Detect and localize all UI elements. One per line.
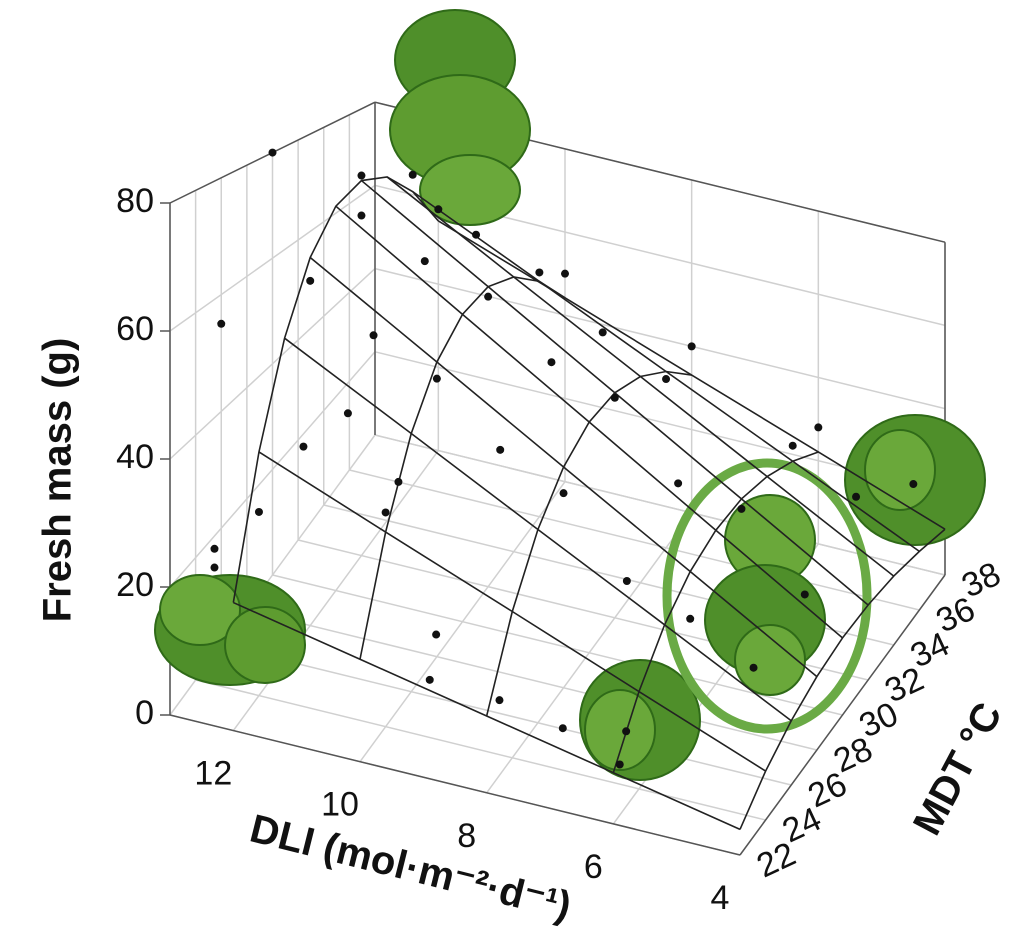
plant-photos	[155, 10, 985, 780]
data-point	[409, 171, 417, 179]
x-tick-label: 6	[584, 848, 603, 886]
data-point	[484, 293, 492, 301]
data-point	[662, 375, 670, 383]
data-point	[299, 443, 307, 451]
data-point	[382, 508, 390, 516]
data-point	[909, 480, 917, 488]
data-point	[433, 375, 441, 383]
data-point	[217, 320, 225, 328]
data-point	[496, 446, 504, 454]
data-point	[789, 442, 797, 450]
data-point	[737, 505, 745, 513]
y-axis-title: MDT °C	[905, 696, 1011, 843]
data-point	[623, 577, 631, 585]
x-axis-title: DLI (mol·m⁻²·d⁻¹)	[246, 807, 576, 929]
data-point	[852, 493, 860, 501]
data-point	[472, 231, 480, 239]
grid-line	[221, 645, 791, 785]
data-point	[750, 664, 758, 672]
chart: Fresh mass (g) DLI (mol·m⁻²·d⁻¹) MDT °C …	[0, 0, 1013, 944]
data-point	[560, 489, 568, 497]
x-tick-label: 4	[711, 879, 730, 917]
data-point	[674, 479, 682, 487]
data-point	[269, 149, 277, 157]
data-point	[686, 615, 694, 623]
surface-line	[413, 192, 920, 552]
data-point	[814, 423, 822, 431]
grid-line	[375, 269, 945, 409]
data-point	[306, 277, 314, 285]
data-point	[535, 268, 543, 276]
data-point	[611, 394, 619, 402]
z-tick-label: 0	[135, 694, 154, 732]
x-tick-label: 10	[321, 786, 359, 824]
data-point	[622, 727, 630, 735]
surface-line	[233, 177, 438, 603]
surface-line	[259, 452, 766, 771]
x-tick-label: 8	[457, 817, 476, 855]
data-point	[210, 564, 218, 572]
data-point	[434, 205, 442, 213]
data-point	[801, 590, 809, 598]
data-point	[547, 358, 555, 366]
data-point	[559, 724, 567, 732]
z-tick-label: 20	[116, 566, 154, 604]
z-axis-title: Fresh mass (g)	[36, 338, 80, 623]
data-point	[432, 631, 440, 639]
data-point	[370, 331, 378, 339]
z-tick-label: 80	[116, 182, 154, 220]
data-point	[495, 696, 503, 704]
data-point	[357, 212, 365, 220]
surface-line	[336, 206, 843, 638]
data-point	[421, 257, 429, 265]
data-point	[210, 545, 218, 553]
data-point	[688, 342, 696, 350]
data-point	[426, 676, 434, 684]
surface-line	[360, 277, 565, 659]
data-point	[357, 172, 365, 180]
z-tick-label: 60	[116, 310, 154, 348]
data-point	[616, 760, 624, 768]
data-point	[344, 409, 352, 417]
data-point	[255, 508, 263, 516]
data-point	[599, 328, 607, 336]
data-point	[394, 478, 402, 486]
z-tick-label: 40	[116, 438, 154, 476]
data-point	[561, 270, 569, 278]
x-tick-label: 12	[194, 755, 232, 793]
